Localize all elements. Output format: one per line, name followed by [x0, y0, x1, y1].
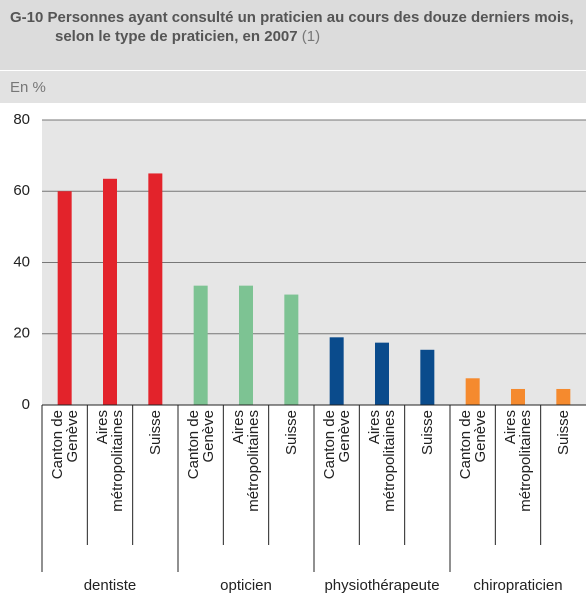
- unit-band: [0, 71, 586, 103]
- x-tick-text: Canton de Genève: [48, 410, 81, 480]
- x-tick-text: Suisse: [554, 410, 572, 456]
- chart-title-block: G-10 Personnes ayant consulté un pratici…: [10, 8, 580, 46]
- x-tick-label: Aires métropolitaines: [366, 410, 398, 514]
- group-label: opticien: [220, 577, 272, 594]
- x-tick-text: Canton de Genève: [456, 410, 489, 480]
- bar: [465, 378, 480, 405]
- x-tick-text: Aires métropolitaines: [366, 410, 398, 512]
- bar: [511, 388, 525, 405]
- bar: [193, 285, 208, 405]
- bar: [284, 294, 299, 405]
- x-tick-label: Aires métropolitaines: [502, 410, 534, 514]
- x-tick-label: Canton de Genève: [49, 410, 81, 514]
- y-tick-label: 0: [22, 396, 30, 413]
- x-tick-text: Aires métropolitaines: [94, 410, 126, 512]
- x-tick-label: Canton de Genève: [457, 410, 489, 514]
- x-tick-label: Suisse: [275, 410, 307, 514]
- unit-label: En %: [10, 79, 46, 96]
- bar: [375, 342, 389, 405]
- y-tick-label: 40: [13, 253, 30, 270]
- x-tick-text: Suisse: [146, 410, 164, 456]
- chart-title: G-10 Personnes ayant consulté un pratici…: [10, 9, 574, 45]
- bar: [239, 285, 253, 405]
- x-tick-label: Suisse: [411, 410, 443, 514]
- bar: [420, 349, 435, 405]
- bar: [57, 191, 72, 405]
- x-tick-text: Canton de Genève: [320, 410, 353, 480]
- title-note: (1): [301, 28, 321, 45]
- x-tick-label: Canton de Genève: [185, 410, 217, 514]
- x-tick-text: Canton de Genève: [184, 410, 217, 480]
- x-tick-text: Aires métropolitaines: [230, 410, 262, 512]
- header-band: [0, 0, 586, 70]
- x-tick-label: Aires métropolitaines: [94, 410, 126, 514]
- y-tick-label: 60: [13, 182, 30, 199]
- x-tick-label: Suisse: [547, 410, 579, 514]
- group-label: chiropraticien: [473, 577, 562, 594]
- x-tick-label: Aires métropolitaines: [230, 410, 262, 514]
- bar: [148, 173, 163, 405]
- x-tick-text: Suisse: [418, 410, 436, 456]
- x-tick-text: Aires métropolitaines: [502, 410, 534, 512]
- bar: [103, 178, 117, 405]
- group-label: physiothérapeute: [324, 577, 439, 594]
- x-tick-label: Suisse: [139, 410, 171, 514]
- x-tick-label: Canton de Genève: [321, 410, 353, 514]
- group-label: dentiste: [84, 577, 137, 594]
- x-tick-text: Suisse: [282, 410, 300, 456]
- y-tick-label: 20: [13, 325, 30, 342]
- bar: [329, 337, 344, 405]
- y-tick-label: 80: [13, 111, 30, 128]
- bar: [556, 388, 571, 405]
